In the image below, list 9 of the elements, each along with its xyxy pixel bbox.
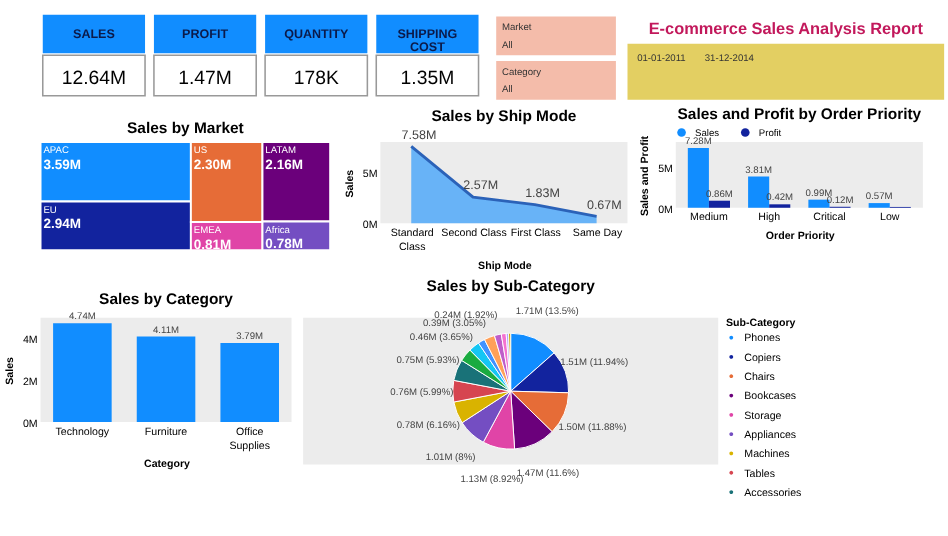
- chart-title: Sales and Profit by Order Priority: [677, 104, 923, 123]
- text: 12.64M: [61, 68, 127, 91]
- text: 1.35M: [400, 68, 455, 91]
- text: 178K: [293, 68, 339, 91]
- chart-title: Sales by Ship Mode: [431, 107, 578, 126]
- text: Sales by Market: [126, 119, 245, 138]
- chart-title: Sales by Sub-Category: [426, 276, 597, 295]
- text: 1.47M: [178, 68, 232, 91]
- chart-title: Sales by Category: [99, 289, 235, 308]
